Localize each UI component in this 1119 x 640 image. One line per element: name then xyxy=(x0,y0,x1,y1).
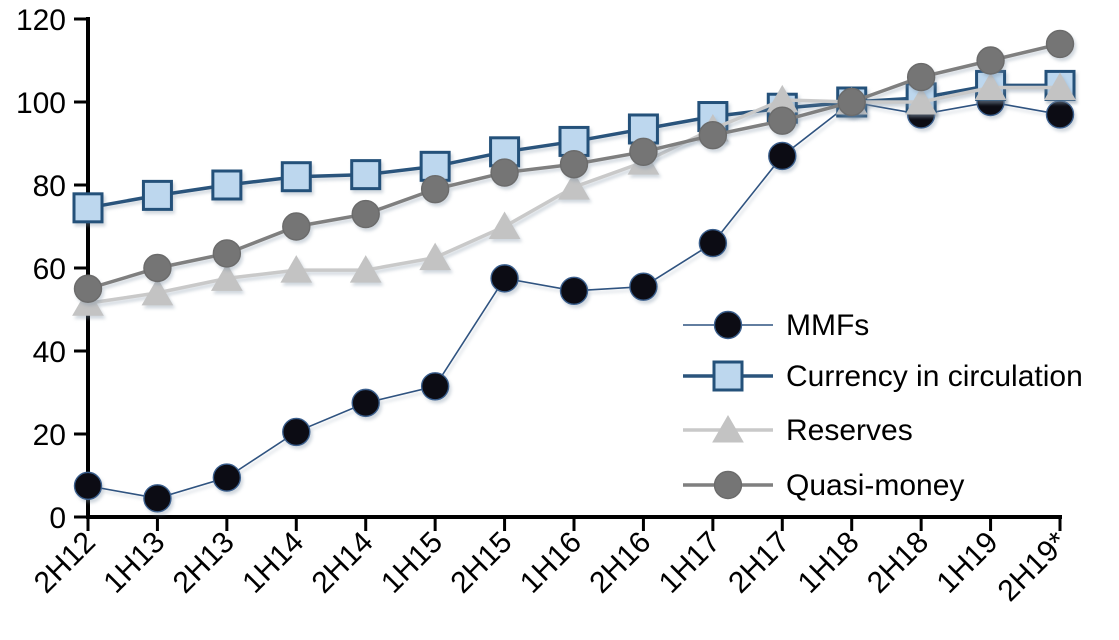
marker-circle xyxy=(559,276,589,306)
y-tick-label: 0 xyxy=(49,502,66,535)
marker-triangle xyxy=(349,255,382,283)
marker-triangle xyxy=(974,72,1007,100)
marker-circle xyxy=(976,46,1005,75)
x-tick-label: 1H14 xyxy=(236,526,310,600)
x-tick-label: 2H12 xyxy=(28,526,102,600)
x-tick-label: 1H19 xyxy=(930,526,1004,600)
y-tick-label: 120 xyxy=(16,4,66,37)
marker-circle xyxy=(906,62,936,92)
legend-item-quasi-money: Quasi-money xyxy=(683,469,964,502)
marker-triangle xyxy=(419,242,452,271)
marker-circle xyxy=(351,388,380,418)
marker-circle xyxy=(490,158,519,187)
series-quasi-money xyxy=(73,29,1075,303)
legend-item-reserves: Reserves xyxy=(683,414,913,447)
legend-item-mmfs: MMFs xyxy=(683,309,869,342)
x-tick-label: 2H19* xyxy=(992,525,1075,608)
legend-item-currency-in-circulation: Currency in circulation xyxy=(683,360,1083,393)
x-tick-label: 2H18 xyxy=(861,526,935,600)
marker-triangle xyxy=(712,414,744,443)
marker-circle xyxy=(73,471,103,501)
marker-triangle xyxy=(905,86,938,115)
marker-square xyxy=(712,360,744,392)
marker-circle xyxy=(559,150,589,179)
x-tick-label: 1H13 xyxy=(97,526,171,600)
marker-circle xyxy=(420,174,450,204)
y-tick-label: 60 xyxy=(33,253,66,286)
y-tick-label: 20 xyxy=(33,419,66,452)
legend-label: MMFs xyxy=(786,309,869,342)
marker-circle xyxy=(713,310,743,340)
marker-circle xyxy=(490,264,519,293)
marker-triangle xyxy=(488,211,521,239)
x-tick-label: 1H18 xyxy=(792,526,866,600)
legend-label: Quasi-money xyxy=(786,469,964,502)
y-tick-label: 80 xyxy=(33,170,66,203)
x-tick-label: 2H14 xyxy=(306,526,380,600)
x-tick-label: 2H15 xyxy=(444,526,518,600)
marker-circle xyxy=(1045,29,1075,59)
marker-triangle xyxy=(1044,72,1076,100)
y-tick-label: 40 xyxy=(33,336,66,369)
marker-triangle xyxy=(210,263,243,291)
marker-circle xyxy=(629,137,658,167)
marker-circle xyxy=(698,228,728,258)
marker-circle xyxy=(768,106,797,135)
x-tick-label: 1H17 xyxy=(653,526,727,600)
legend-label: Currency in circulation xyxy=(786,360,1083,393)
marker-square xyxy=(350,159,382,191)
marker-circle xyxy=(282,417,311,447)
marker-circle xyxy=(713,470,743,500)
marker-circle xyxy=(698,120,728,150)
marker-circle xyxy=(73,274,103,303)
marker-circle xyxy=(212,239,242,268)
legend-label: Reserves xyxy=(786,414,913,447)
marker-circle xyxy=(837,87,866,117)
marker-circle xyxy=(143,253,172,283)
marker-square xyxy=(211,169,243,201)
legend: MMFs Currency in circulation Reserves Quasi… xyxy=(683,309,1083,502)
marker-square xyxy=(72,192,104,224)
marker-circle xyxy=(768,141,797,171)
marker-circle xyxy=(143,484,172,513)
x-tick-label: 1H15 xyxy=(375,526,449,600)
marker-circle xyxy=(629,272,658,301)
y-tick-label: 100 xyxy=(16,87,66,120)
x-tick-label: 2H16 xyxy=(583,526,657,600)
marker-triangle xyxy=(141,277,174,306)
marker-circle xyxy=(1045,100,1075,129)
marker-circle xyxy=(212,463,242,492)
marker-triangle xyxy=(558,172,590,200)
x-tick-label: 2H17 xyxy=(722,526,796,600)
marker-triangle xyxy=(280,255,313,283)
marker-circle xyxy=(351,199,380,229)
x-tick-label: 2H13 xyxy=(167,526,241,600)
marker-circle xyxy=(420,372,450,401)
marker-circle xyxy=(282,212,311,241)
x-tick-label: 1H16 xyxy=(514,526,588,600)
marker-square xyxy=(280,161,312,193)
marker-square xyxy=(141,179,173,211)
